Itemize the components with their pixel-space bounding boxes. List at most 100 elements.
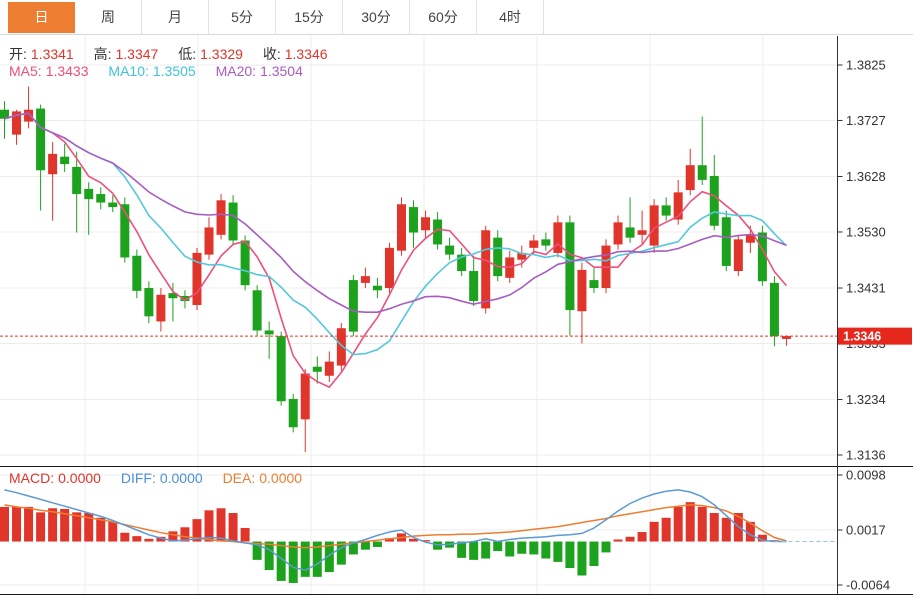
candle <box>264 330 274 335</box>
candle <box>24 109 34 122</box>
candle <box>252 290 262 331</box>
price-axis-label: 1.3530 <box>846 224 886 239</box>
macd-bar <box>96 517 106 542</box>
candle <box>72 166 82 195</box>
dea-line <box>4 504 787 549</box>
candle <box>481 230 491 309</box>
macd-bar <box>469 541 479 560</box>
macd-bar <box>276 541 286 581</box>
tab-4hour[interactable]: 4时 <box>477 0 544 34</box>
macd-axis-label: 0.0017 <box>846 523 886 538</box>
macd-bar <box>757 534 767 542</box>
macd-bar <box>493 541 503 552</box>
candle <box>565 222 575 311</box>
candle <box>433 219 443 245</box>
macd-bar <box>589 541 599 566</box>
candle <box>180 295 190 302</box>
candle <box>312 366 322 372</box>
candle <box>300 373 310 420</box>
tab-60min[interactable]: 60分 <box>410 0 477 34</box>
candle <box>60 156 70 165</box>
candle <box>396 204 406 251</box>
macd-bar <box>312 541 322 577</box>
candle <box>709 175 719 226</box>
candle <box>541 239 551 246</box>
macd-bar <box>144 538 154 542</box>
macd-bar <box>60 508 70 542</box>
candle <box>553 222 563 253</box>
macd-bar <box>72 512 82 542</box>
macd-bar <box>324 541 334 573</box>
macd-bar <box>36 512 46 542</box>
macd-bar <box>697 506 707 542</box>
dea-label: DEA: <box>222 470 256 486</box>
macd-bar <box>577 541 587 576</box>
candle <box>132 255 142 291</box>
tab-month[interactable]: 月 <box>142 0 209 34</box>
tab-day[interactable]: 日 <box>8 2 75 33</box>
macd-label: MACD: <box>9 470 55 486</box>
candle <box>757 232 767 282</box>
macd-bar <box>204 510 214 542</box>
macd-bar <box>661 517 671 542</box>
candle <box>240 240 250 286</box>
macd-bar <box>529 541 539 555</box>
tab-5min[interactable]: 5分 <box>209 0 276 34</box>
macd-bar <box>685 502 695 542</box>
macd-bar <box>613 539 623 542</box>
macd-legend: MACD: 0.0000 DIFF: 0.0000 DEA: 0.0000 <box>9 470 306 486</box>
ma20-value: 1.3504 <box>260 63 303 79</box>
timeframe-tabbar: 日 周 月 5分 15分 30分 60分 4时 <box>0 0 913 35</box>
macd-bar <box>300 541 310 577</box>
price-axis-label: 1.3234 <box>846 392 886 407</box>
macd-bar <box>384 538 394 542</box>
candle <box>637 230 647 235</box>
macd-bar <box>252 541 262 560</box>
macd-bar <box>240 527 250 542</box>
open-value: 1.3341 <box>30 46 74 62</box>
macd-axis-label: -0.0064 <box>846 578 890 593</box>
macd-bar <box>421 540 431 542</box>
candle <box>649 205 659 246</box>
macd-bar <box>108 521 118 542</box>
macd-bar <box>180 527 190 542</box>
price-axis-label: 1.3628 <box>846 169 886 184</box>
ma5-line <box>4 112 788 389</box>
price-axis-label: 1.3727 <box>846 113 886 128</box>
macd-bar <box>625 536 635 542</box>
open-label: 开: <box>9 46 27 62</box>
macd-bar <box>288 541 298 583</box>
macd-bar <box>541 541 551 559</box>
macd-bar <box>264 541 274 571</box>
macd-bar <box>168 531 178 542</box>
price-axis-label: 1.3136 <box>846 448 886 463</box>
last-price-tag <box>838 327 912 345</box>
last-price-tag-text: 1.3346 <box>843 330 881 344</box>
candle <box>324 361 334 376</box>
low-label: 低: <box>178 46 197 62</box>
ma10-label: MA10: <box>108 63 149 79</box>
candle <box>84 188 94 200</box>
candle <box>372 285 382 291</box>
tab-week[interactable]: 周 <box>75 0 142 34</box>
dea-value: 0.0000 <box>259 470 303 486</box>
tab-15min[interactable]: 15分 <box>276 0 343 34</box>
candle <box>36 108 46 171</box>
macd-bar <box>517 541 527 554</box>
tab-30min[interactable]: 30分 <box>343 0 410 34</box>
candle <box>697 165 707 180</box>
macd-bar <box>649 521 659 542</box>
candle <box>108 202 118 208</box>
macd-bar <box>481 541 491 559</box>
candle <box>673 192 683 220</box>
macd-bar <box>156 536 166 542</box>
macd-bar <box>24 506 34 542</box>
candle <box>96 194 106 203</box>
macd-bar <box>228 513 238 542</box>
candle <box>493 237 503 277</box>
macd-bar <box>553 541 563 562</box>
candle <box>288 398 298 428</box>
macd-bar <box>721 517 731 542</box>
